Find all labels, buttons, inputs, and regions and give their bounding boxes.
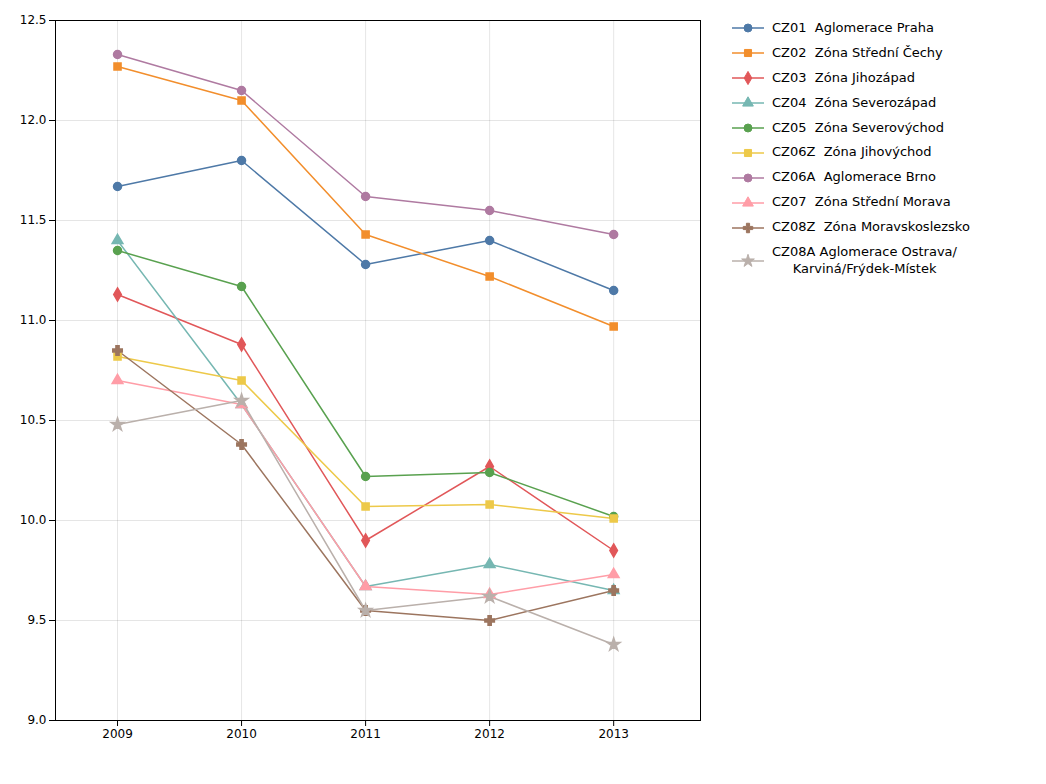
svg-text:12.5: 12.5 — [20, 13, 47, 27]
html-text:CZ02 Zóna Střední Čechy: CZ02 Zóna Střední Čechy — [772, 44, 943, 60]
svg-text:2012: 2012 — [474, 727, 505, 741]
svg-text:12.0: 12.0 — [20, 113, 47, 127]
html-text:CZ08Z Zóna Moravskoslezsko: CZ08Z Zóna Moravskoslezsko — [772, 219, 970, 235]
html-text:CZ07 Zóna Střední Morava: CZ07 Zóna Střední Morava — [772, 194, 951, 210]
svg-text:9.5: 9.5 — [27, 613, 46, 627]
svg-text:10.5: 10.5 — [20, 413, 47, 427]
svg-text:2009: 2009 — [102, 727, 133, 741]
html-text:CZ05 Zóna Severovýchod: CZ05 Zóna Severovýchod — [772, 119, 944, 135]
svg-text:10.0: 10.0 — [20, 513, 47, 527]
html-text:CZ03 Zóna Jihozápad: CZ03 Zóna Jihozápad — [772, 69, 915, 85]
svg-text:11.0: 11.0 — [20, 313, 47, 327]
html-text:CZ08A Aglomerace Ostrava/ Karv: CZ08A Aglomerace Ostrava/ Karviná/Frýdek… — [772, 244, 957, 276]
svg-text:2010: 2010 — [226, 727, 257, 741]
svg-text:2011: 2011 — [350, 727, 381, 741]
html-text:CZ06A Aglomerace Brno: CZ06A Aglomerace Brno — [772, 169, 936, 185]
svg-text:9.0: 9.0 — [27, 713, 46, 727]
svg-text:11.5: 11.5 — [20, 213, 47, 227]
svg-text:2013: 2013 — [598, 727, 629, 741]
html-text:CZ06Z Zóna Jihovýchod: CZ06Z Zóna Jihovýchod — [772, 144, 932, 160]
html-text:CZ01 Aglomerace Praha: CZ01 Aglomerace Praha — [772, 20, 934, 35]
html-text:CZ04 Zóna Severozápad: CZ04 Zóna Severozápad — [772, 94, 937, 110]
